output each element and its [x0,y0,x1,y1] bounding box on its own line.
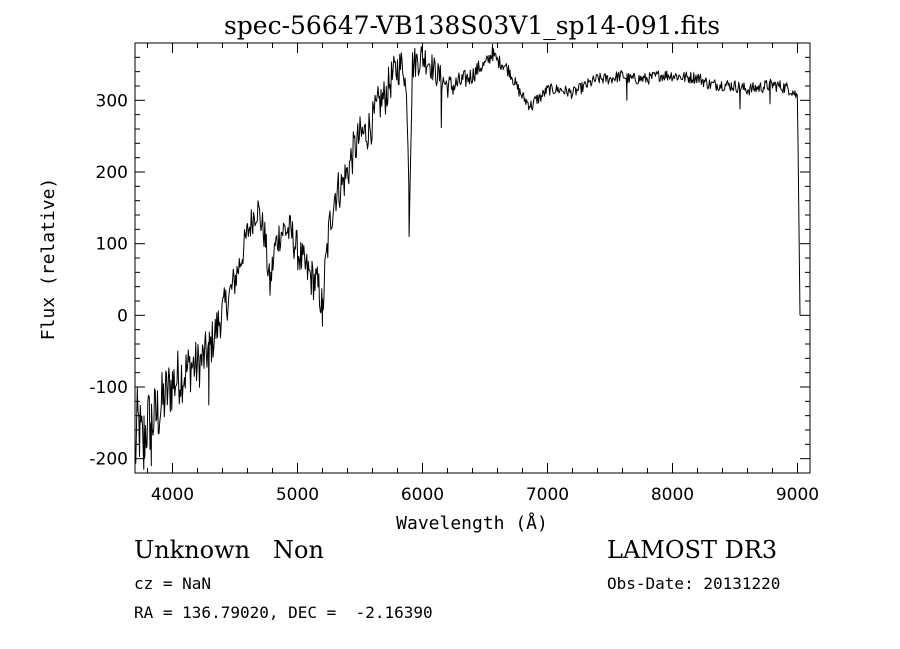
y-axis: -200 -100 0 100 200 300 [89,56,810,470]
x-tick-label: 6000 [401,485,444,505]
y-tick-label: -100 [89,378,128,398]
x-tick-label: 5000 [276,485,319,505]
obs-date-text: Obs-Date: 20131220 [607,574,781,593]
object-class-value: Unknown [134,536,251,564]
y-tick-label: 100 [96,235,128,255]
y-tick-label: 300 [96,91,128,111]
x-tick-label: 8000 [651,485,694,505]
survey-name: LAMOST DR3 [607,536,778,564]
x-axis: 4000 5000 6000 7000 8000 9000 [147,43,819,505]
chart-title: spec-56647-VB138S03V1_sp14-091.fits [224,11,720,40]
x-tick-label: 9000 [776,485,819,505]
plot-frame [134,42,811,474]
x-tick-label: 7000 [526,485,569,505]
y-tick-label: 0 [117,306,128,326]
coordinates-text: RA = 136.79020, DEC = -2.16390 [134,603,433,622]
redshift-text: cz = NaN [134,574,212,593]
y-axis-label: Flux (relative) [38,178,59,341]
x-axis-label: Wavelength (Å) [396,512,548,534]
y-tick-label: -200 [89,450,128,470]
x-tick-label: 4000 [151,485,194,505]
spectrum-line [134,43,801,470]
object-class: Unknown Non [134,536,324,564]
y-tick-label: 200 [96,163,128,183]
object-subclass-value: Non [273,536,324,564]
